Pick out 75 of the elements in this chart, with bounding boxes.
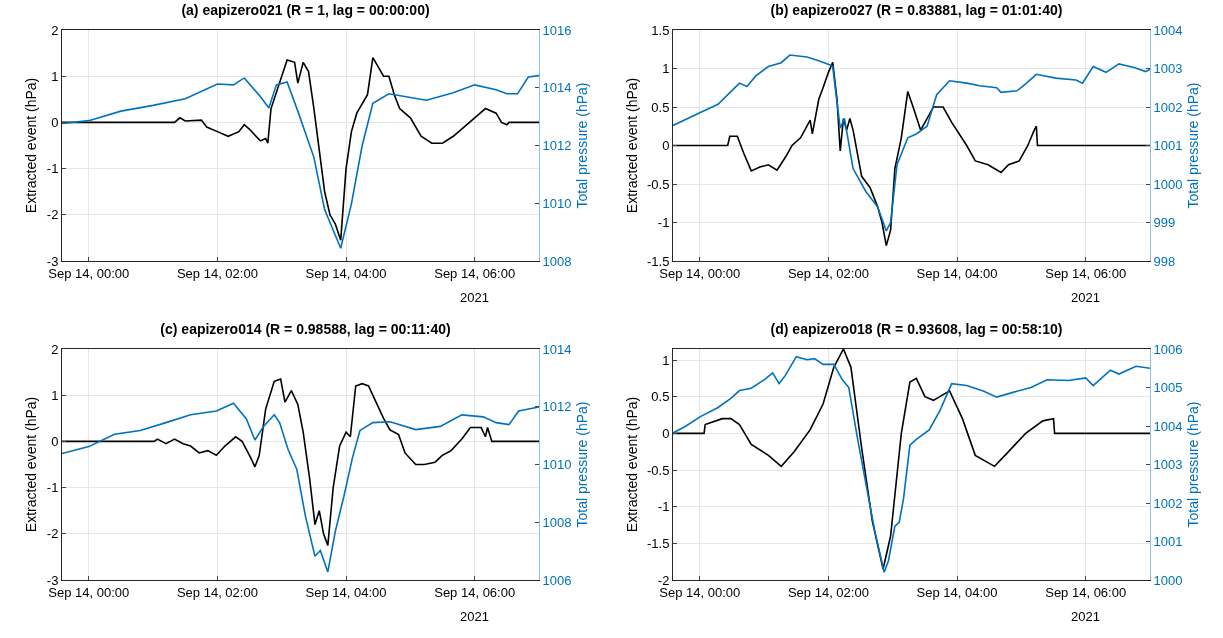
y2-tick-label: 1004 xyxy=(1153,418,1183,434)
y-tick-label: 1.5 xyxy=(651,22,670,38)
y2-tick-label: 1014 xyxy=(542,341,572,357)
y2-tick-label: 1001 xyxy=(1153,534,1183,550)
y2-tick-label: 1000 xyxy=(1153,176,1183,192)
x-tick-label: Sep 14, 04:00 xyxy=(916,584,998,600)
y-tick-label: 0.5 xyxy=(651,99,670,115)
y2-tick-label: 1010 xyxy=(542,457,572,473)
y2-tick-label: 1001 xyxy=(1153,138,1183,154)
x-tick-label: Sep 14, 04:00 xyxy=(916,265,998,281)
chart-title: (d) eapizero018 (R = 0.93608, lag = 00:58:10) xyxy=(770,320,1063,337)
y-tick-label: 0.5 xyxy=(651,389,670,405)
y-tick-label: -0.5 xyxy=(646,176,670,192)
y2-tick-label: 1008 xyxy=(542,253,572,269)
y2-tick-label: 1010 xyxy=(542,195,572,211)
x-tick-label: Sep 14, 02:00 xyxy=(787,584,869,600)
x-tick-label: Sep 14, 02:00 xyxy=(176,265,258,281)
y2-tick-label: 998 xyxy=(1153,253,1176,269)
y2-tick-label: 999 xyxy=(1153,215,1176,231)
y-axis-title: Extracted event (hPa) xyxy=(623,396,640,533)
chart-title: (c) eapizero014 (R = 0.98588, lag = 00:11:40) xyxy=(160,320,451,337)
x-tick-label: Sep 14, 02:00 xyxy=(787,265,869,281)
y2-axis-title: Total pressure (hPa) xyxy=(573,82,590,209)
y2-tick-label: 1014 xyxy=(542,80,572,96)
x-tick-label: Sep 14, 06:00 xyxy=(1045,584,1127,600)
y2-tick-label: 1000 xyxy=(1153,572,1183,588)
y2-tick-label: 1004 xyxy=(1153,22,1183,38)
y-axis-title: Extracted event (hPa) xyxy=(23,396,40,533)
y2-axis-title: Total pressure (hPa) xyxy=(1184,82,1201,209)
y-tick-label: -1 xyxy=(657,215,670,231)
y-tick-label: 2 xyxy=(51,341,59,357)
y-tick-label: 1 xyxy=(51,387,59,403)
chart-title: (b) eapizero027 (R = 0.83881, lag = 01:01:40) xyxy=(770,1,1063,18)
y2-axis-title: Total pressure (hPa) xyxy=(573,401,590,528)
y-tick-label: -1.5 xyxy=(646,535,670,551)
y2-tick-label: 1016 xyxy=(542,22,572,38)
x-tick-label: Sep 14, 02:00 xyxy=(176,584,258,600)
y-tick-label: 0 xyxy=(51,114,59,130)
y2-tick-label: 1006 xyxy=(542,572,572,588)
chart-title: (a) eapizero021 (R = 1, lag = 00:00:00) xyxy=(181,1,430,18)
y2-tick-label: 1012 xyxy=(542,399,572,415)
y-tick-label: -2 xyxy=(46,526,59,542)
x-tick-label: Sep 14, 06:00 xyxy=(434,265,516,281)
y2-tick-label: 1012 xyxy=(542,138,572,154)
y-axis-title: Extracted event (hPa) xyxy=(623,77,640,214)
x-tick-label: Sep 14, 04:00 xyxy=(305,265,387,281)
y2-tick-label: 1006 xyxy=(1153,341,1183,357)
y-tick-label: -0.5 xyxy=(646,462,670,478)
y-tick-label: 0 xyxy=(51,433,59,449)
y-tick-label: -1 xyxy=(657,499,670,515)
y-axis-title: Extracted event (hPa) xyxy=(23,77,40,214)
x-tick-label: Sep 14, 06:00 xyxy=(1045,265,1127,281)
text: 2021 xyxy=(460,609,489,624)
y-tick-label: 1 xyxy=(662,352,670,368)
y2-tick-label: 1005 xyxy=(1153,380,1183,396)
text: 2021 xyxy=(1071,609,1100,624)
y-tick-label: -2 xyxy=(46,207,59,223)
y-tick-label: -1 xyxy=(46,161,59,177)
y-tick-label: 1 xyxy=(51,68,59,84)
text: 2021 xyxy=(1071,290,1100,305)
y2-tick-label: 1008 xyxy=(542,514,572,530)
y-tick-label: 0 xyxy=(662,425,670,441)
y-tick-label: -1 xyxy=(46,480,59,496)
y2-axis-title: Total pressure (hPa) xyxy=(1184,401,1201,528)
x-tick-label: Sep 14, 04:00 xyxy=(305,584,387,600)
line-series xyxy=(62,402,539,573)
y-tick-label: 0 xyxy=(662,138,670,154)
y2-tick-label: 1002 xyxy=(1153,495,1183,511)
x-tick-label: Sep 14, 06:00 xyxy=(434,584,516,600)
y-tick-label: 2 xyxy=(51,22,59,38)
y2-tick-label: 1002 xyxy=(1153,99,1183,115)
y2-tick-label: 1003 xyxy=(1153,457,1183,473)
text: 2021 xyxy=(460,290,489,305)
y2-tick-label: 1003 xyxy=(1153,61,1183,77)
y-tick-label: 1 xyxy=(662,61,670,77)
